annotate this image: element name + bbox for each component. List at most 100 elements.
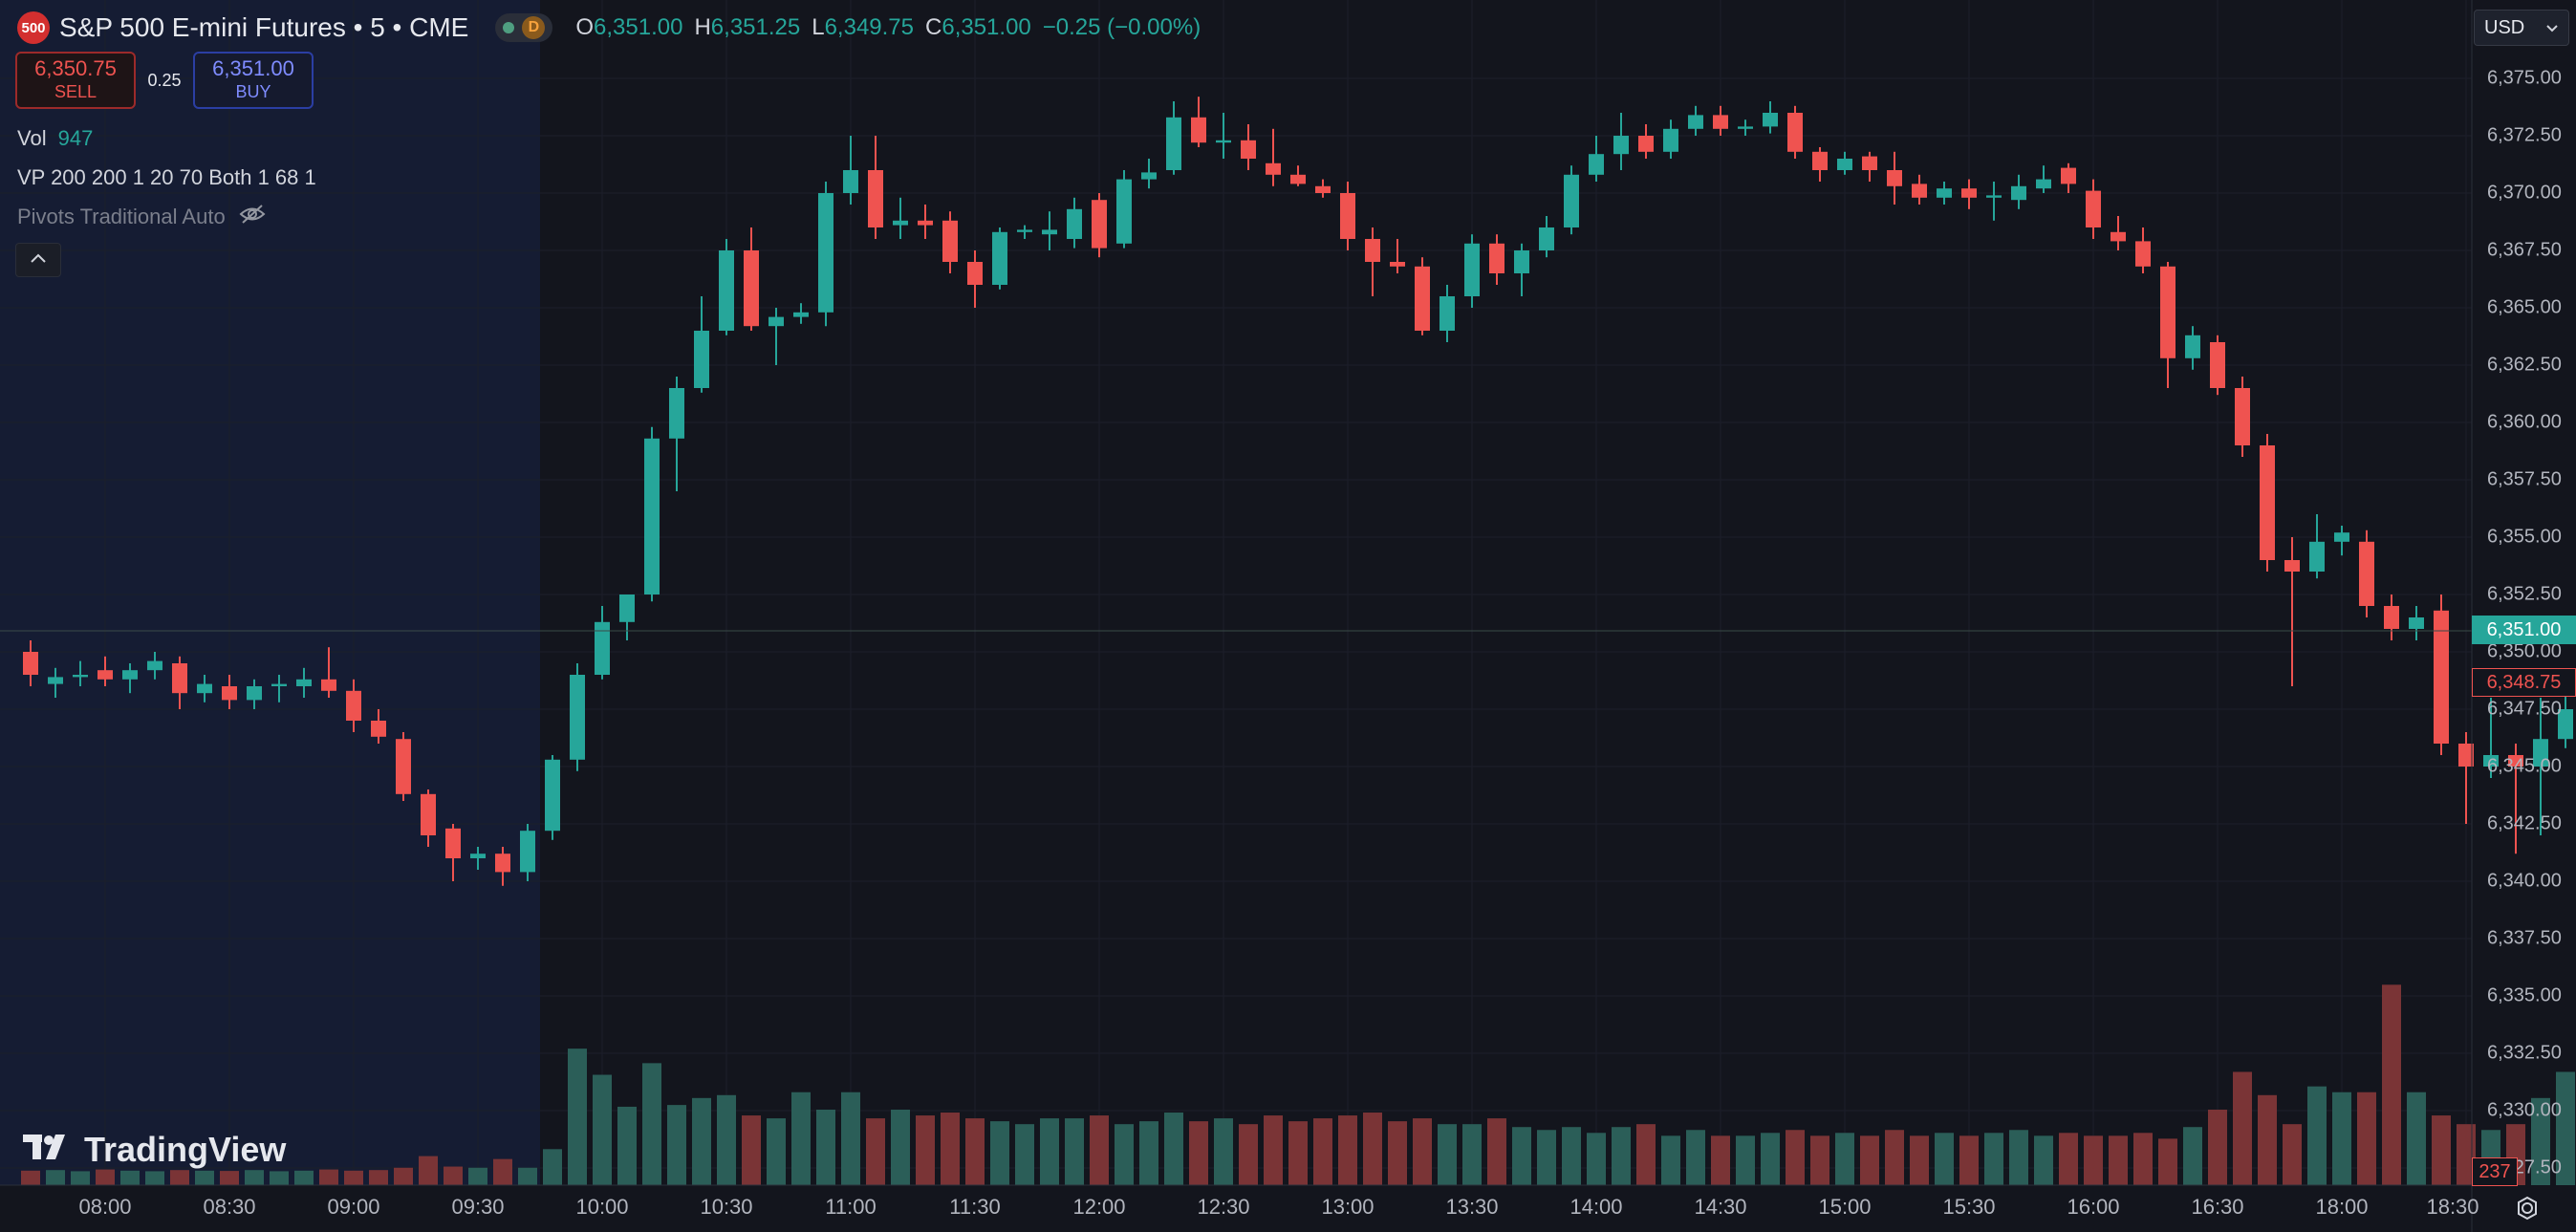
candle-body xyxy=(843,170,858,193)
volume-bar xyxy=(2158,1138,2177,1185)
candle-body xyxy=(346,690,361,721)
volume-bar xyxy=(1090,1115,1109,1185)
volume-bar xyxy=(667,1105,686,1185)
candle-body xyxy=(2409,617,2424,629)
candle-body xyxy=(1315,185,1331,193)
price-axis-label: 6,335.00 xyxy=(2487,984,2562,1006)
price-axis-label: 6,347.50 xyxy=(2487,698,2562,720)
buy-label: BUY xyxy=(235,82,271,101)
volume-bar xyxy=(1164,1113,1183,1185)
chart-settings-button[interactable] xyxy=(2512,1195,2543,1225)
volume-bar xyxy=(2109,1135,2128,1185)
candle-body xyxy=(421,793,436,835)
candle-body xyxy=(619,594,635,622)
price-axis-label: 6,360.00 xyxy=(2487,411,2562,433)
volume-bar xyxy=(319,1169,338,1185)
currency-select[interactable]: USD xyxy=(2474,10,2569,46)
price-axis-label: 6,367.50 xyxy=(2487,239,2562,261)
indicator-volume[interactable]: Vol 947 xyxy=(17,126,93,151)
volume-bar xyxy=(841,1092,860,1185)
volume-bar xyxy=(294,1170,314,1185)
volume-bar xyxy=(1959,1135,1979,1185)
tradingview-logo[interactable]: TradingView xyxy=(23,1130,286,1170)
time-axis-label: 10:00 xyxy=(575,1195,629,1219)
candle-body xyxy=(2359,541,2374,606)
sell-button[interactable]: 6,350.75 SELL xyxy=(15,52,136,109)
volume-bar xyxy=(2382,984,2401,1185)
candle-body xyxy=(2434,610,2449,744)
volume-bar xyxy=(1264,1115,1283,1185)
price-axis-label: 6,365.00 xyxy=(2487,296,2562,318)
market-status-pill[interactable]: D xyxy=(495,13,553,42)
candle-body xyxy=(1613,136,1629,155)
currency-value: USD xyxy=(2484,16,2525,38)
session-shading xyxy=(0,0,540,1185)
time-axis-label: 18:00 xyxy=(2315,1195,2369,1219)
candle-body xyxy=(1887,170,1902,186)
candle-body xyxy=(1116,179,1132,244)
volume-bar xyxy=(543,1149,562,1185)
candle-body xyxy=(1812,151,1828,170)
volume-bar xyxy=(1786,1130,1805,1185)
indicator-volume-profile[interactable]: VP 200 200 1 20 70 Both 1 68 1 xyxy=(17,165,316,189)
candle-body xyxy=(992,231,1007,285)
candle-body xyxy=(172,663,187,694)
candle-body xyxy=(2260,445,2275,560)
candle-body xyxy=(1688,115,1703,129)
symbol-title[interactable]: S&P 500 E-mini Futures • 5 • CME xyxy=(59,12,469,42)
candle-body xyxy=(48,677,63,684)
volume-bar xyxy=(195,1170,214,1185)
price-axis-label: 6,330.00 xyxy=(2487,1099,2562,1121)
candle-body xyxy=(2185,335,2200,358)
volume-bar xyxy=(1761,1133,1780,1185)
volume-bar xyxy=(1438,1124,1457,1185)
volume-bar xyxy=(1661,1135,1680,1185)
time-axis-label: 16:30 xyxy=(2191,1195,2244,1219)
time-axis-label: 16:00 xyxy=(2067,1195,2120,1219)
candle-body xyxy=(570,675,585,760)
volume-bar xyxy=(1288,1121,1308,1185)
candle-body xyxy=(669,388,684,439)
trade-buttons: 6,350.75 SELL 0.25 6,351.00 BUY xyxy=(15,52,314,109)
indicator-pivots[interactable]: Pivots Traditional Auto xyxy=(17,204,266,230)
candle-body xyxy=(2508,755,2523,767)
candle-body xyxy=(942,220,958,262)
candle-body xyxy=(1440,296,1455,331)
volume-bar xyxy=(1214,1118,1233,1185)
candle-body xyxy=(2135,241,2151,267)
volume-bar xyxy=(1711,1135,1730,1185)
volume-bar xyxy=(96,1169,115,1185)
time-axis-label: 15:00 xyxy=(1818,1195,1872,1219)
candle-body xyxy=(1141,172,1157,180)
candle-body xyxy=(1017,229,1032,232)
candle-body xyxy=(1166,117,1181,170)
candlestick-series xyxy=(23,97,2573,886)
volume-bar xyxy=(419,1156,438,1185)
candle-body xyxy=(1067,208,1082,239)
volume-bar xyxy=(717,1094,736,1185)
symbol-legend: 500 S&P 500 E-mini Futures • 5 • CME D O… xyxy=(17,11,1201,44)
candle-body xyxy=(694,331,709,388)
volume-bar xyxy=(941,1113,960,1185)
candle-body xyxy=(147,660,162,671)
collapse-legend-button[interactable] xyxy=(15,243,61,277)
buy-button[interactable]: 6,351.00 BUY xyxy=(193,52,314,109)
volume-bar xyxy=(642,1063,661,1185)
candle-body xyxy=(1390,262,1405,267)
eye-crossed-icon[interactable] xyxy=(239,204,266,230)
volume-bar xyxy=(1835,1133,1854,1185)
time-axis-label: 14:30 xyxy=(1694,1195,1747,1219)
volume-bar xyxy=(2233,1071,2252,1185)
candle-body xyxy=(247,686,262,701)
candle-body xyxy=(2334,532,2349,542)
volume-bar xyxy=(990,1121,1009,1185)
candle-body xyxy=(1042,229,1057,235)
price-axis-label: 6,340.00 xyxy=(2487,870,2562,892)
time-axis-label: 09:30 xyxy=(451,1195,505,1219)
candle-body xyxy=(1191,117,1206,143)
volume-bar xyxy=(1562,1127,1581,1185)
candle-body xyxy=(1340,193,1355,239)
candle-body xyxy=(545,759,560,832)
volume-bar xyxy=(1935,1133,1954,1185)
